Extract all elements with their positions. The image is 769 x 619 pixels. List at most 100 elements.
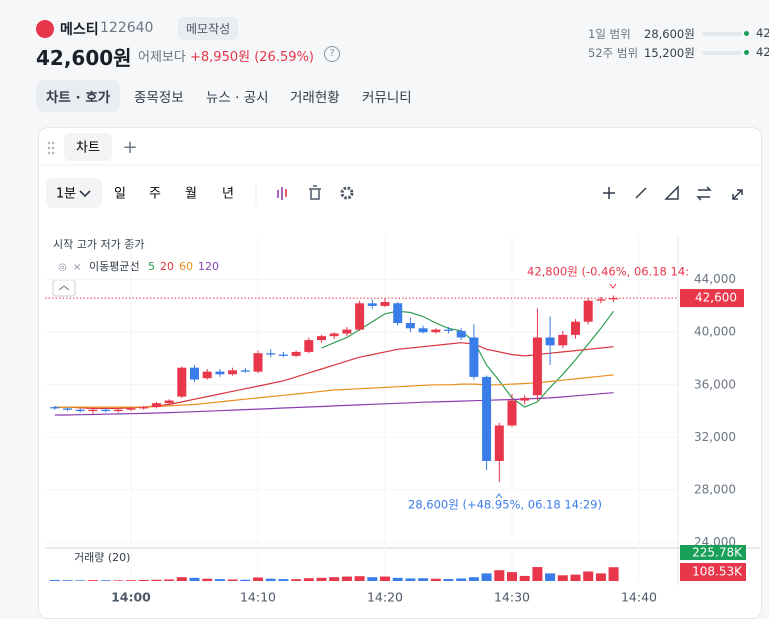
y-tick-label: 40,000 (694, 325, 736, 339)
period[interactable]: 월 (185, 187, 197, 202)
close-icon[interactable]: × (73, 262, 81, 273)
chart-panel (38, 127, 762, 619)
compare-label: 어제보다 (138, 50, 186, 65)
panel-tab-bg[interactable] (64, 133, 112, 161)
candle-body (253, 353, 263, 372)
collapse-icon (58, 285, 70, 291)
candle-body (329, 333, 339, 337)
drag-handle[interactable] (47, 141, 55, 155)
collapse-button[interactable] (52, 279, 76, 297)
candle-body (482, 376, 492, 461)
panel-tab[interactable]: 차트 (76, 141, 100, 156)
candle-body (469, 337, 479, 377)
x-tick-label: 14:10 (240, 590, 276, 605)
candle-body (418, 328, 428, 333)
range-low: 15,200원 (644, 46, 695, 60)
add-tab[interactable]: + (122, 137, 137, 158)
candle-body (278, 354, 288, 356)
candle-body (609, 298, 619, 300)
range-bar (702, 32, 742, 36)
fullscreen-icon[interactable] (732, 189, 743, 200)
candle-body (75, 409, 85, 412)
range-label: 1일 범위 (588, 27, 631, 41)
volume-bar (456, 578, 467, 581)
range-label: 52주 범위 (588, 46, 639, 60)
volume-bar (367, 577, 378, 581)
volume-bar (75, 580, 86, 581)
indicator-icon[interactable] (277, 187, 287, 200)
candle-body (50, 407, 60, 409)
volume-bar (430, 578, 441, 581)
compare-icon[interactable] (696, 186, 712, 201)
candle-body (342, 329, 352, 334)
logo (36, 20, 54, 38)
candle-body (202, 371, 212, 379)
period[interactable]: 주 (149, 187, 161, 202)
volume-bar (608, 567, 619, 581)
volume-bar (164, 579, 175, 581)
volume-bar (405, 578, 416, 581)
volume-bar (253, 577, 263, 581)
ma-name: 120 (198, 260, 219, 273)
volume-bar (507, 572, 517, 581)
volume-bar (341, 576, 352, 581)
candle-body (215, 371, 225, 375)
volume-bar (303, 578, 314, 581)
settings-icon[interactable] (340, 186, 354, 200)
x-tick-label: 14:00 (111, 590, 151, 605)
volume-bar (240, 579, 251, 581)
ohlc-legend: 시작 고가 저가 종가 (53, 238, 144, 251)
volume-bar (595, 573, 606, 581)
volume-bar (392, 577, 403, 581)
tab[interactable]: 커뮤니티 (362, 90, 412, 106)
y-tick-label: 44,000 (694, 272, 736, 286)
interval-bg[interactable] (46, 178, 102, 208)
volume-bar (62, 580, 73, 581)
current-price-label: 42,600 (695, 291, 737, 305)
volume-bar (87, 580, 98, 581)
candle-body (431, 329, 441, 333)
eye-icon[interactable]: ◎ (58, 262, 67, 273)
candle-body (317, 336, 326, 341)
ma-line (321, 310, 615, 408)
candle-body (164, 400, 174, 404)
volume-bar (214, 579, 225, 581)
volume-title: 거래량 (20) (74, 551, 130, 564)
range-dot (744, 50, 749, 55)
ma-name: 60 (179, 260, 193, 273)
change: +8,950원 (26.59%) (190, 50, 314, 65)
ma-name: 20 (160, 260, 174, 273)
volume-label-bg (680, 545, 746, 560)
candle-body (444, 329, 453, 331)
range-dot (744, 31, 749, 36)
candle-body (139, 407, 149, 409)
delete-icon[interactable] (309, 185, 321, 200)
interval[interactable]: 1분 (56, 187, 76, 202)
tab[interactable]: 차트 · 호가 (36, 80, 121, 112)
candle-body (520, 397, 530, 401)
volume-bar (570, 574, 581, 581)
tab[interactable]: 거래현황 (290, 90, 340, 106)
volume-bar (583, 571, 594, 581)
candle-body (380, 302, 390, 306)
chevron (79, 190, 91, 198)
line-tool-icon[interactable] (635, 187, 647, 199)
range-high: 42 (756, 26, 769, 40)
y-tick-label: 32,000 (694, 430, 736, 444)
volume-bar (494, 570, 505, 581)
candle-body (405, 323, 415, 329)
volume-bar (418, 578, 429, 581)
tab[interactable]: 종목정보 (134, 90, 184, 106)
volume-bar (557, 575, 568, 581)
low-note: 28,600원 (+48.95%, 06.18 14:29) (408, 498, 602, 512)
period[interactable]: 년 (222, 187, 234, 202)
memo-button[interactable]: 메모작성 (178, 17, 239, 40)
period[interactable]: 일 (114, 187, 126, 202)
shape-tool-icon[interactable] (664, 185, 679, 200)
volume-label: 108.53K (692, 565, 743, 579)
volume-bar (316, 577, 327, 581)
tab[interactable]: 뉴스 · 공시 (206, 90, 269, 106)
crosshair-icon[interactable] (603, 187, 615, 199)
help-icon[interactable]: ? (324, 46, 340, 62)
ma-line (54, 392, 614, 416)
